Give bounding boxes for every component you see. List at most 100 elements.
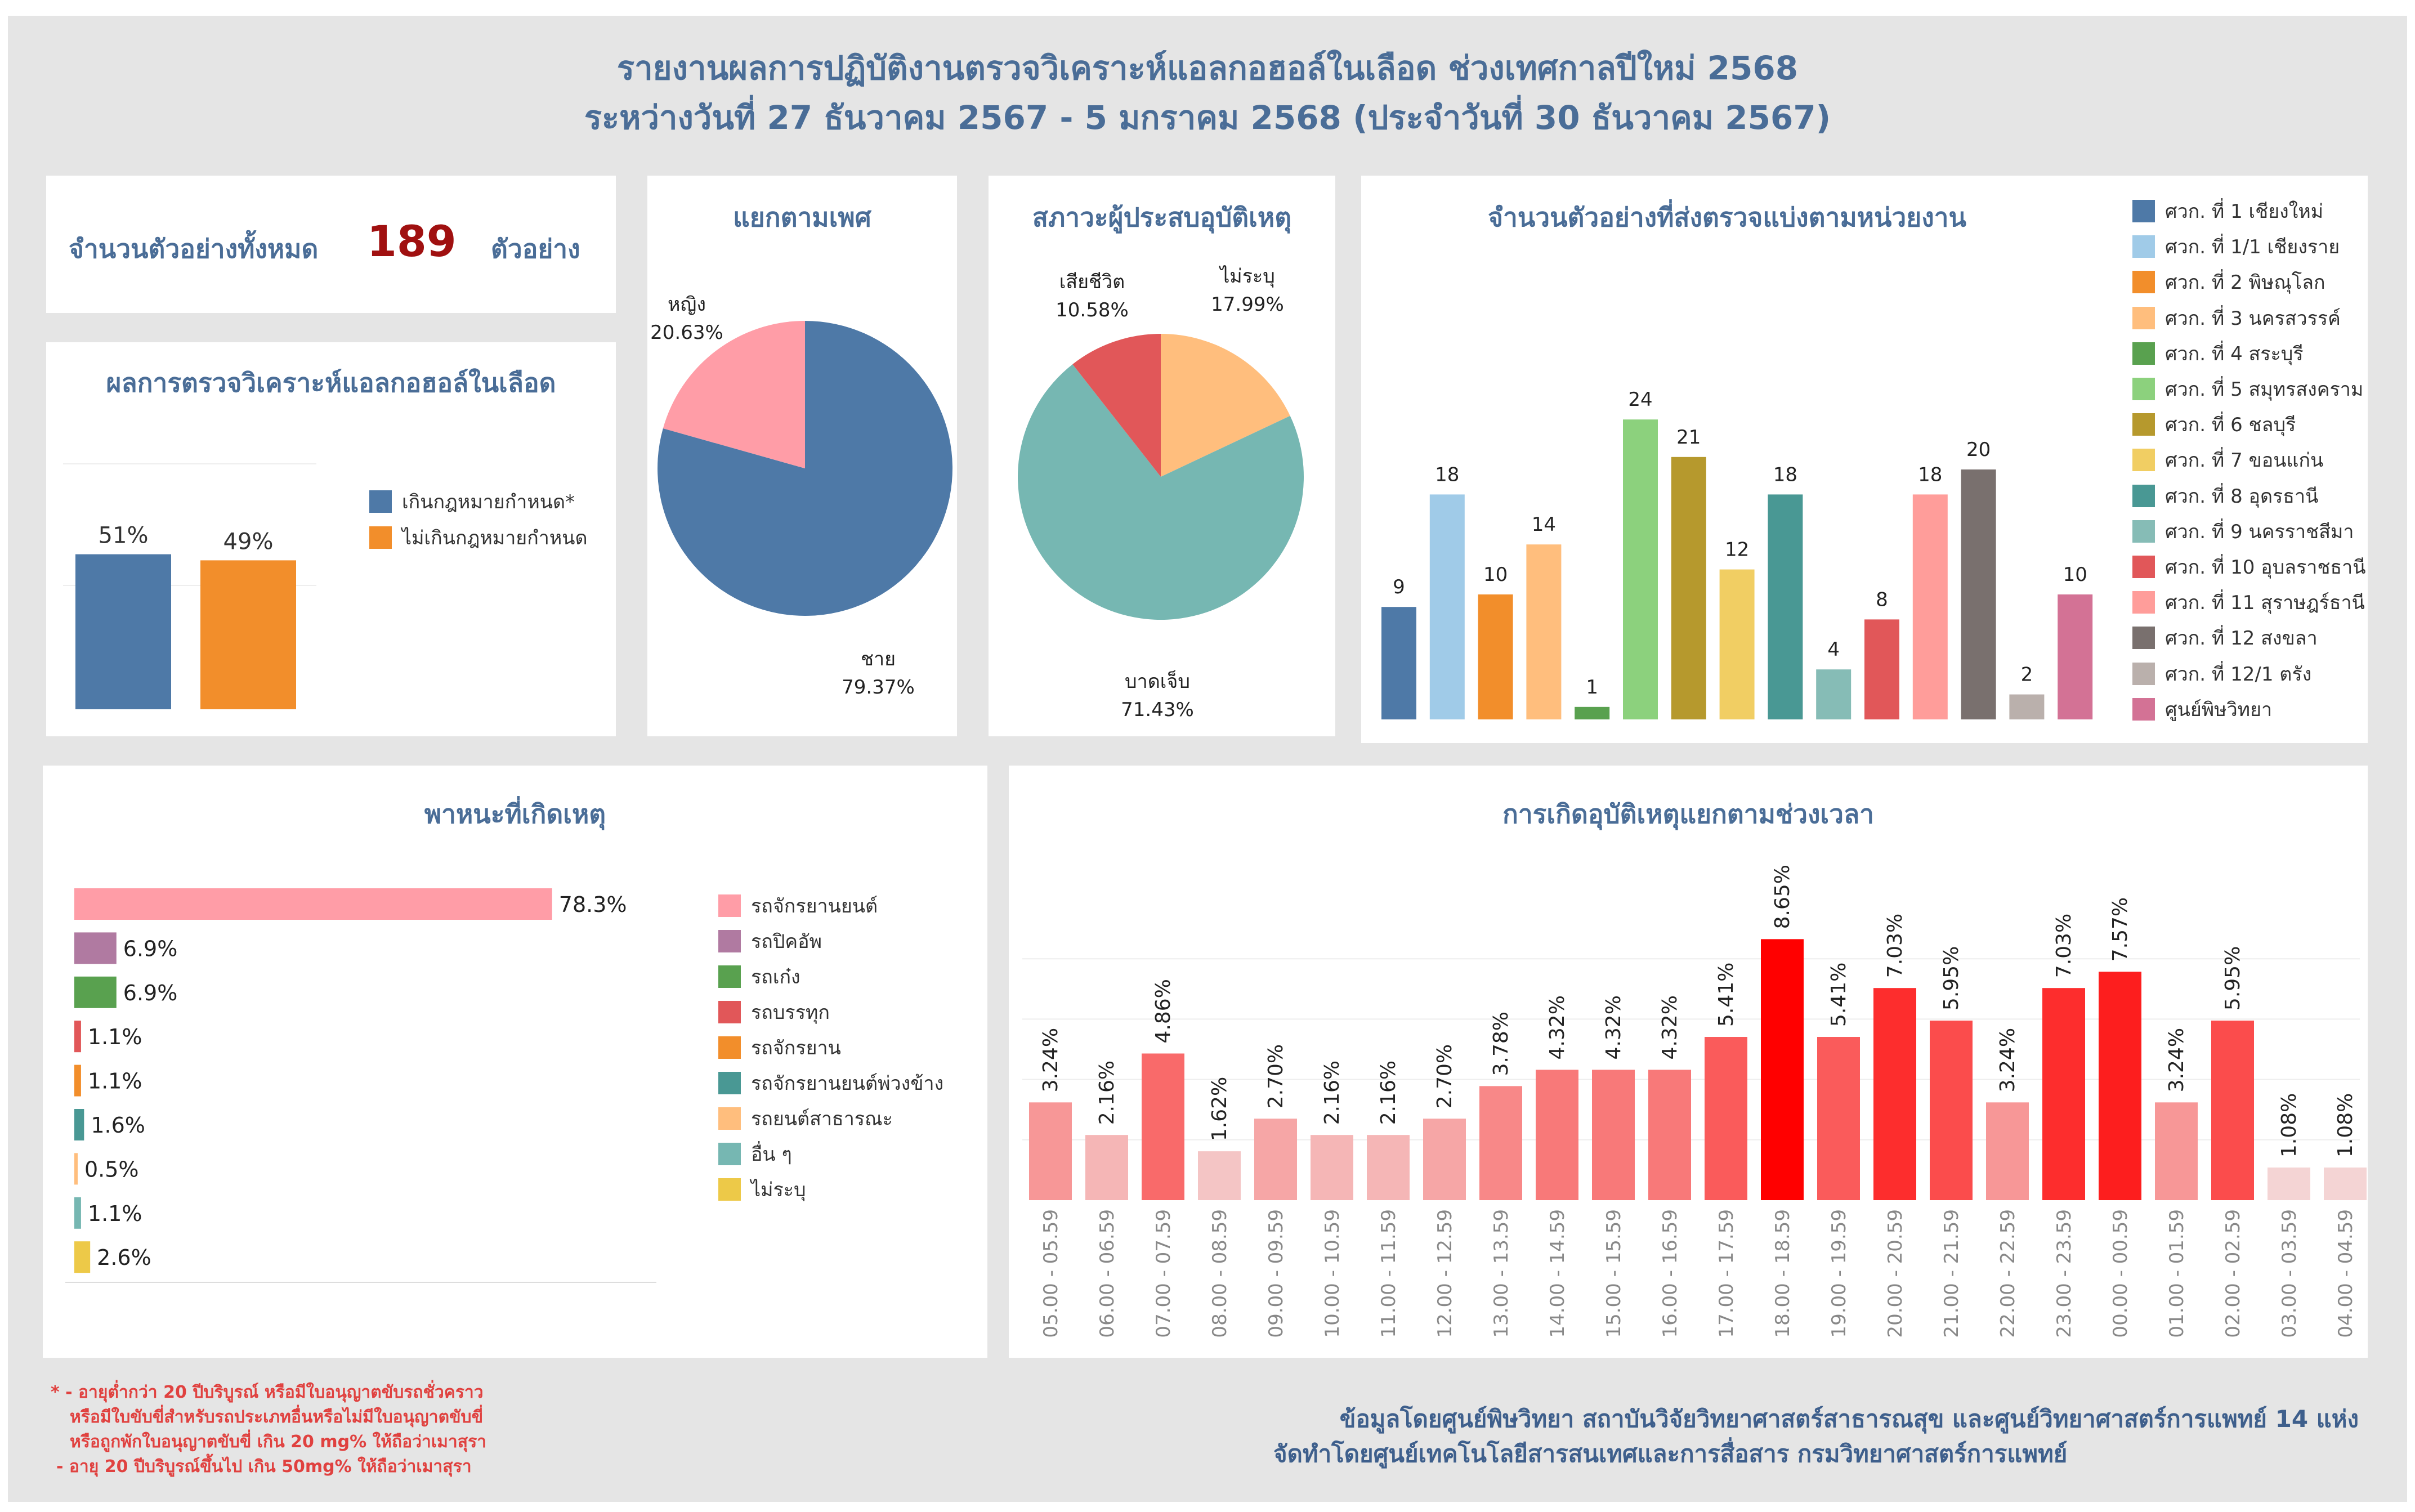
legend-label: ศวก. ที่ 11 สุราษฎร์ธานี — [2165, 592, 2365, 615]
time-bar-label: 4.32% — [1658, 995, 1681, 1059]
time-tick-label: 09.00 - 09.59 — [1265, 1209, 1287, 1338]
time-tick-label: 15.00 - 15.59 — [1603, 1209, 1625, 1338]
time-bar — [1029, 1102, 1072, 1200]
time-bar — [2324, 1167, 2367, 1200]
legend-label: รถจักรยาน — [751, 1037, 841, 1059]
time-bar — [1423, 1119, 1466, 1200]
alcohol-result-panel: ผลการตรวจวิเคราะห์แอลกอฮอล์ในเลือด 51% 49… — [46, 342, 616, 736]
time-tick-label: 00.00 - 00.59 — [2109, 1209, 2132, 1338]
gender-slice-label: 20.63% — [650, 321, 723, 344]
status-slice-label: 10.58% — [1056, 299, 1129, 321]
vehicle-bar-label: 1.1% — [88, 1069, 142, 1094]
units-legend-item: ศูนย์พิษวิทยา — [2132, 694, 2272, 724]
status-slice-category: เสียชีวิต — [1059, 271, 1125, 293]
vehicle-bar — [74, 1064, 81, 1097]
vehicle-bar — [74, 888, 552, 920]
units-bar — [1816, 669, 1852, 719]
credit-line-1: ข้อมูลโดยศูนย์พิษวิทยา สถาบันวิจัยวิทยาศ… — [1339, 1405, 2359, 1433]
note-line-2: หรือมีใบขับขี่สำหรับรถประเภทอื่นหรือไม่ม… — [70, 1407, 484, 1427]
units-bar — [2058, 594, 2093, 719]
legend-swatch — [2132, 697, 2155, 721]
alcohol-bar-label: 51% — [99, 523, 149, 549]
units-bar-label: 14 — [1532, 513, 1556, 536]
legend-swatch — [2132, 627, 2155, 650]
units-legend-item: ศวก. ที่ 1 เชียงใหม่ — [2132, 196, 2323, 226]
units-legend-item: ศวก. ที่ 7 ขอนแก่น — [2132, 445, 2323, 475]
gender-slice-label: 79.37% — [842, 676, 915, 699]
time-tick-label: 06.00 - 06.59 — [1096, 1209, 1119, 1338]
units-bar-label: 2 — [2021, 664, 2033, 686]
legend-label: ศวก. ที่ 5 สมุทรสงคราม — [2165, 378, 2364, 401]
note-line-3: หรือถูกพักใบอนุญาตขับขี่ เกิน 20 mg% ให้… — [70, 1432, 487, 1452]
time-bar — [2042, 988, 2085, 1200]
time-bar-label: 2.16% — [1377, 1061, 1400, 1125]
legend-swatch — [2132, 306, 2155, 329]
time-tick-label: 01.00 - 01.59 — [2166, 1209, 2188, 1338]
units-bar — [1768, 494, 1803, 719]
vehicle-bar — [74, 1109, 84, 1140]
time-bar-label: 1.08% — [2334, 1093, 2357, 1157]
time-bar-label: 5.41% — [1715, 963, 1738, 1027]
time-tick-label: 21.00 - 21.59 — [1940, 1209, 1963, 1338]
units-legend-item: ศวก. ที่ 9 นครราชสีมา — [2132, 516, 2354, 547]
legend-swatch — [718, 965, 741, 988]
vehicle-legend-item: รถเก๋ง — [718, 961, 800, 992]
units-panel: จำนวนตัวอย่างที่ส่งตรวจแบ่งตามหน่วยงาน 9… — [1361, 176, 2368, 743]
legend-swatch — [718, 1036, 741, 1059]
time-tick-label: 10.00 - 10.59 — [1321, 1209, 1344, 1338]
units-bar-label: 12 — [1725, 539, 1749, 561]
time-tick-label: 03.00 - 03.59 — [2278, 1209, 2301, 1338]
time-bar-label: 3.24% — [2165, 1028, 2188, 1092]
legend-label: รถเก๋ง — [751, 966, 800, 988]
time-bar-label: 2.16% — [1095, 1061, 1119, 1125]
units-bar — [1961, 469, 1996, 719]
time-tick-label: 12.00 - 12.59 — [1434, 1209, 1456, 1338]
time-bar-label: 5.41% — [1827, 963, 1850, 1027]
legend-swatch — [718, 1072, 741, 1094]
vehicle-legend-item: รถบรรทุก — [718, 997, 830, 1027]
units-bar — [1671, 457, 1706, 719]
time-bar — [2099, 972, 2141, 1200]
legend-swatch — [718, 894, 741, 917]
legend-label: เกินกฎหมายกำหนด* — [402, 491, 575, 513]
units-bar — [1623, 419, 1658, 719]
legend-label: ศวก. ที่ 6 ชลบุรี — [2165, 414, 2296, 437]
time-tick-label: 19.00 - 19.59 — [1828, 1209, 1850, 1338]
time-tick-label: 02.00 - 02.59 — [2222, 1209, 2244, 1338]
vehicle-bar — [74, 976, 117, 1008]
units-legend-item: ศวก. ที่ 11 สุราษฎร์ธานี — [2132, 587, 2365, 618]
vehicle-bar-label: 1.6% — [91, 1113, 145, 1138]
time-bar-label: 3.24% — [1039, 1028, 1062, 1092]
vehicle-bar-label: 6.9% — [123, 981, 178, 1005]
time-bar-label: 3.78% — [1490, 1012, 1513, 1076]
legend-label: ศวก. ที่ 10 อุบลราชธานี — [2165, 556, 2366, 579]
time-bar — [1986, 1102, 2029, 1200]
time-tick-label: 18.00 - 18.59 — [1772, 1209, 1794, 1338]
legend-swatch — [718, 1001, 741, 1023]
time-bar-label: 5.95% — [1940, 946, 1963, 1010]
time-bar — [2268, 1167, 2310, 1200]
time-bar-label: 8.65% — [1771, 865, 1794, 929]
time-bar-label: 1.08% — [2278, 1093, 2301, 1157]
units-bar-label: 9 — [1393, 576, 1405, 598]
time-panel: การเกิดอุบัติเหตุแยกตามช่วงเวลา 3.24% 05.… — [1009, 766, 2368, 1358]
legend-label: รถจักรยานยนต์ — [751, 895, 878, 918]
status-panel: สภาวะผู้ประสบอุบัติเหตุ ไม่ระบุ 17.99% บาด… — [989, 176, 1335, 736]
units-bar-label: 24 — [1628, 388, 1652, 411]
units-bar-label: 1 — [1586, 676, 1598, 699]
units-bar — [1526, 544, 1562, 719]
units-bar — [1864, 619, 1899, 719]
status-slice-category: บาดเจ็บ — [1125, 670, 1190, 693]
units-legend-item: ศวก. ที่ 12/1 ตรัง — [2132, 659, 2311, 689]
legend-swatch — [718, 930, 741, 952]
legend-label: ศวก. ที่ 3 นครสวรรค์ — [2165, 307, 2341, 330]
units-chart-title: จำนวนตัวอย่างที่ส่งตรวจแบ่งตามหน่วยงาน — [1488, 202, 1966, 232]
units-legend-item: ศวก. ที่ 12 สงขลา — [2132, 623, 2318, 653]
units-bar — [1381, 607, 1416, 719]
legend-label: ศวก. ที่ 8 อุดรธานี — [2165, 485, 2319, 508]
time-bar — [1648, 1070, 1691, 1200]
vehicle-bar — [74, 1241, 91, 1273]
units-legend-item: ศวก. ที่ 10 อุบลราชธานี — [2132, 552, 2366, 582]
time-bar-label: 4.32% — [1546, 995, 1569, 1059]
units-bar-label: 10 — [1483, 563, 1508, 586]
